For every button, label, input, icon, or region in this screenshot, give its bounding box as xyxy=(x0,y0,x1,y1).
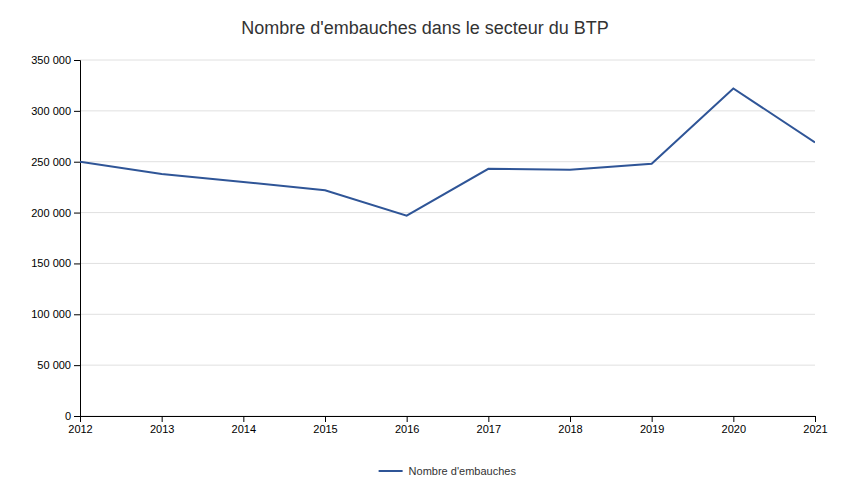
tick-label: 2017 xyxy=(477,423,501,435)
tick-label: 2015 xyxy=(313,423,337,435)
tick-label: 2013 xyxy=(150,423,174,435)
tick-mark xyxy=(74,111,80,112)
tick-label: 200 000 xyxy=(31,207,71,219)
tick-label: 2019 xyxy=(640,423,664,435)
plot-area: 2012 2013 2014 2015 2016 2017 2018 2019 2020 2021… xyxy=(31,54,828,435)
tick: 2017 xyxy=(477,416,501,435)
tick-mark xyxy=(74,416,80,417)
tick-mark xyxy=(488,416,489,422)
tick: 2013 xyxy=(150,416,174,435)
tick: 2021 xyxy=(803,416,827,435)
tick-label: 2014 xyxy=(232,423,256,435)
tick-mark xyxy=(74,314,80,315)
tick: 0 xyxy=(65,410,80,422)
chart-svg: Nombre d'embauches dans le secteur du BT… xyxy=(0,0,850,496)
tick-mark xyxy=(74,263,80,264)
y-axis: 0 50 000 100 000 150 000 200 000 250 000 300 0… xyxy=(31,54,80,422)
legend-swatch xyxy=(379,470,403,472)
tick-mark xyxy=(325,416,326,422)
grid-line xyxy=(80,110,815,111)
tick-label: 2020 xyxy=(722,423,746,435)
legend: Nombre d'embauches xyxy=(379,465,517,477)
legend-item: Nombre d'embauches xyxy=(379,465,517,477)
tick: 2020 xyxy=(722,416,746,435)
tick-mark xyxy=(407,416,408,422)
tick: 100 000 xyxy=(31,308,80,320)
tick: 2019 xyxy=(640,416,664,435)
tick: 2014 xyxy=(232,416,256,435)
chart-title: Nombre d'embauches dans le secteur du BT… xyxy=(241,18,609,38)
grid-line xyxy=(80,212,815,213)
series-line xyxy=(80,88,815,215)
tick: 50 000 xyxy=(37,359,80,371)
tick-label: 50 000 xyxy=(37,359,71,371)
tick-label: 0 xyxy=(65,410,71,422)
tick: 150 000 xyxy=(31,257,80,269)
tick: 250 000 xyxy=(31,156,80,168)
grid xyxy=(80,60,815,416)
grid-line xyxy=(80,60,815,61)
grid-line xyxy=(80,263,815,264)
tick: 300 000 xyxy=(31,105,80,117)
marks xyxy=(80,88,815,215)
tick-mark xyxy=(652,416,653,422)
legend-label: Nombre d'embauches xyxy=(409,465,517,477)
grid-line xyxy=(80,314,815,315)
tick-label: 250 000 xyxy=(31,156,71,168)
tick-mark xyxy=(74,365,80,366)
tick-mark xyxy=(815,416,816,422)
tick-label: 300 000 xyxy=(31,105,71,117)
tick-mark xyxy=(733,416,734,422)
tick-mark xyxy=(570,416,571,422)
tick-mark xyxy=(74,162,80,163)
tick: 2012 xyxy=(68,416,92,435)
tick: 350 000 xyxy=(31,54,80,66)
tick: 2016 xyxy=(395,416,419,435)
axis-line xyxy=(74,61,81,417)
tick-label: 150 000 xyxy=(31,257,71,269)
tick: 2015 xyxy=(313,416,337,435)
tick-label: 2016 xyxy=(395,423,419,435)
grid-line xyxy=(80,161,815,162)
tick: 2018 xyxy=(558,416,582,435)
tick-label: 2018 xyxy=(558,423,582,435)
tick-mark xyxy=(74,213,80,214)
tick: 200 000 xyxy=(31,207,80,219)
grid-line xyxy=(80,365,815,366)
tick-label: 2021 xyxy=(803,423,827,435)
tick-mark xyxy=(243,416,244,422)
chart-container: Nombre d'embauches dans le secteur du BT… xyxy=(0,0,850,496)
tick-label: 350 000 xyxy=(31,54,71,66)
tick-label: 2012 xyxy=(68,423,92,435)
tick-mark xyxy=(74,60,80,61)
tick-label: 100 000 xyxy=(31,308,71,320)
tick-mark xyxy=(162,416,163,422)
x-axis: 2012 2013 2014 2015 2016 2017 2018 2019 2020 2021 xyxy=(68,416,827,435)
axis-line xyxy=(81,417,816,423)
